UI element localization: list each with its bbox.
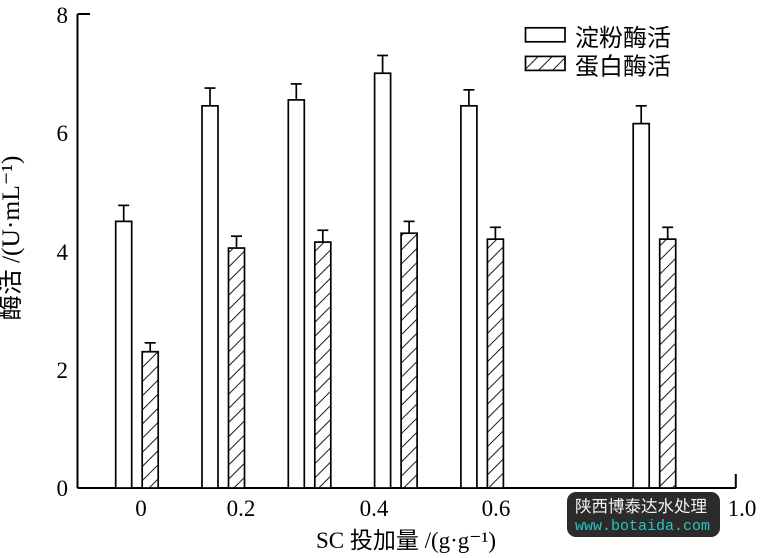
svg-text:0: 0 [135, 496, 147, 521]
svg-text:4: 4 [57, 240, 69, 265]
svg-text:0.2: 0.2 [227, 496, 256, 521]
svg-text:www.botaida.com: www.botaida.com [575, 518, 710, 535]
svg-text:陕西博泰达水处理: 陕西博泰达水处理 [575, 497, 707, 516]
svg-text:酶活 /(U·mL⁻¹): 酶活 /(U·mL⁻¹) [0, 156, 25, 321]
svg-text:淀粉酶活: 淀粉酶活 [575, 25, 671, 52]
svg-text:0: 0 [57, 476, 69, 501]
svg-text:蛋白酶活: 蛋白酶活 [575, 54, 671, 81]
svg-text:0.6: 0.6 [482, 496, 511, 521]
svg-text:6: 6 [57, 121, 69, 146]
svg-text:0.4: 0.4 [360, 496, 389, 521]
svg-text:1.0: 1.0 [728, 496, 757, 521]
svg-text:8: 8 [57, 3, 69, 28]
svg-text:2: 2 [57, 358, 69, 383]
svg-text:SC 投加量 /(g·g⁻¹): SC 投加量 /(g·g⁻¹) [316, 528, 496, 553]
